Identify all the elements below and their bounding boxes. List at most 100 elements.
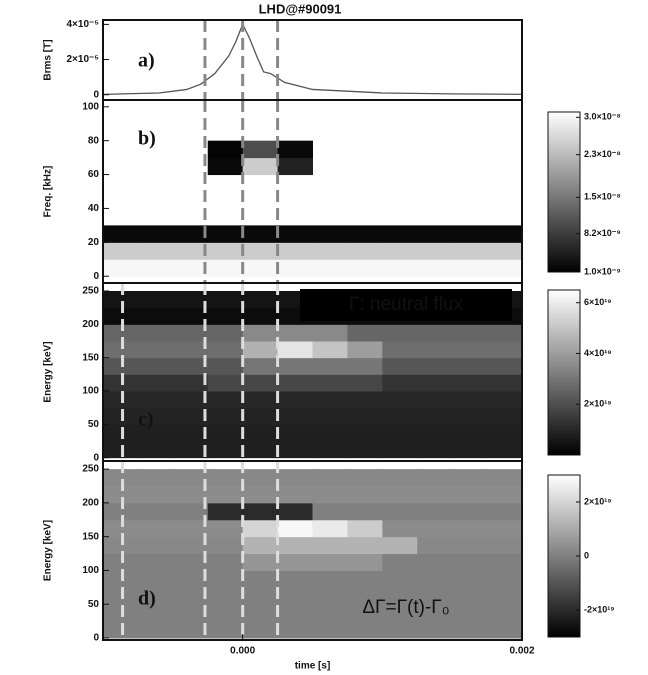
heatmap-cell xyxy=(487,242,523,260)
y-tick-label: 2×10⁻⁵ xyxy=(67,54,100,65)
heatmap-cell xyxy=(137,391,174,409)
y-tick-label: 60 xyxy=(88,169,100,180)
heatmap-cell xyxy=(347,536,383,555)
heatmap-cell xyxy=(103,553,139,571)
heatmap-cell xyxy=(312,441,348,459)
heatmap-cell xyxy=(137,536,174,555)
y-tick-label: 250 xyxy=(82,464,99,475)
heatmap-cell xyxy=(242,469,279,487)
heatmap-cell xyxy=(312,469,348,487)
heatmap-cell xyxy=(452,536,488,555)
heatmap-cell xyxy=(103,570,139,588)
heatmap-cell xyxy=(347,570,383,588)
note-box xyxy=(300,289,512,321)
y-tick-label: 150 xyxy=(82,531,99,542)
heatmap-cell xyxy=(487,469,523,487)
heatmap-cell xyxy=(277,469,313,487)
heatmap-cell xyxy=(103,357,139,375)
heatmap-cell xyxy=(487,407,523,425)
heatmap-cell xyxy=(277,157,313,176)
heatmap-cell xyxy=(172,407,209,425)
heatmap-cell xyxy=(172,424,209,442)
heatmap-cell xyxy=(172,291,209,309)
panel-label: b) xyxy=(138,128,156,150)
heatmap-cell xyxy=(452,587,488,605)
heatmap-cell xyxy=(417,341,453,359)
heatmap-cell xyxy=(172,441,209,459)
heatmap-cell xyxy=(452,553,488,571)
heatmap-cell xyxy=(137,307,174,325)
heatmap-cell xyxy=(277,357,313,375)
heatmap-cell xyxy=(452,604,488,622)
heatmap-cell xyxy=(172,519,209,538)
colorbar xyxy=(547,289,581,456)
heatmap-cell xyxy=(103,536,139,555)
heatmap-cell xyxy=(312,587,348,605)
heatmap-cell xyxy=(277,485,313,504)
heatmap-cell xyxy=(277,341,313,359)
heatmap-cell xyxy=(172,242,209,260)
heatmap-cell xyxy=(207,225,244,243)
heatmap-cell xyxy=(242,225,279,243)
heatmap-cell xyxy=(207,324,244,342)
heatmap-cell xyxy=(382,536,418,555)
heatmap-cell xyxy=(277,604,313,622)
heatmap-cell xyxy=(207,291,244,309)
heatmap-cell xyxy=(347,357,383,375)
x-tick-label: 0.000 xyxy=(230,646,255,657)
heatmap-cell xyxy=(137,570,174,588)
heatmap-cell xyxy=(312,242,348,260)
heatmap-cell xyxy=(417,587,453,605)
heatmap-cell xyxy=(347,441,383,459)
heatmap-cell xyxy=(417,519,453,538)
y-tick-label: 100 xyxy=(82,565,99,576)
heatmap-cell xyxy=(312,357,348,375)
colorbar-tick-label: 1.0×10⁻⁹ xyxy=(584,266,621,276)
heatmap-cell xyxy=(347,374,383,392)
heatmap-cell xyxy=(207,604,244,622)
heatmap-cell xyxy=(277,536,313,555)
panel-label: c) xyxy=(138,409,154,431)
y-axis-label: Energy [keV] xyxy=(43,341,54,402)
heatmap-cell xyxy=(417,604,453,622)
heatmap-cell xyxy=(347,324,383,342)
heatmap-cell xyxy=(277,621,313,639)
heatmap-cell xyxy=(207,140,244,159)
heatmap-cell xyxy=(277,140,313,159)
heatmap-cell xyxy=(382,441,418,459)
heatmap-cell xyxy=(382,341,418,359)
heatmap-cell xyxy=(207,424,244,442)
y-tick-label: 0 xyxy=(93,633,99,644)
heatmap-cell xyxy=(207,519,244,538)
heatmap-cell xyxy=(347,553,383,571)
heatmap-cell xyxy=(452,469,488,487)
heatmap-cell xyxy=(242,536,279,555)
heatmap-cell xyxy=(207,374,244,392)
heatmap-cell xyxy=(207,391,244,409)
heatmap-cell xyxy=(452,485,488,504)
heatmap-cell xyxy=(207,242,244,260)
heatmap-cell xyxy=(207,469,244,487)
heatmap-cell xyxy=(417,324,453,342)
heatmap-cell xyxy=(242,291,279,309)
heatmap-cell xyxy=(382,621,418,639)
panel-label: a) xyxy=(138,50,155,72)
heatmap-cell xyxy=(242,259,279,277)
y-tick-label: 0 xyxy=(93,271,99,282)
heatmap-cell xyxy=(242,502,279,521)
heatmap-cell xyxy=(312,519,348,538)
heatmap-cell xyxy=(452,570,488,588)
heatmap-cell xyxy=(172,485,209,504)
heatmap-cell xyxy=(137,341,174,359)
colorbar-tick-label: 0 xyxy=(584,550,589,560)
heatmap-cell xyxy=(242,140,279,159)
heatmap-cell xyxy=(242,424,279,442)
heatmap-cell xyxy=(103,604,139,622)
heatmap-cell xyxy=(242,374,279,392)
heatmap-cell xyxy=(382,570,418,588)
y-tick-label: 200 xyxy=(82,498,99,509)
heatmap-cell xyxy=(242,157,279,176)
heatmap-cell xyxy=(417,424,453,442)
heatmap-cell xyxy=(277,407,313,425)
heatmap-cell xyxy=(312,502,348,521)
